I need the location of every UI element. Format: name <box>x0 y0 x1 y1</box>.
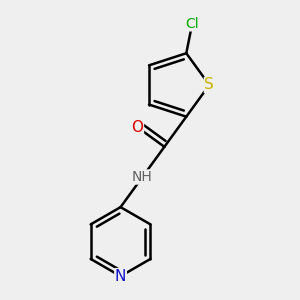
Text: Cl: Cl <box>185 17 199 31</box>
Text: S: S <box>205 77 214 92</box>
Text: N: N <box>115 269 126 284</box>
Text: O: O <box>131 120 143 135</box>
Text: NH: NH <box>132 170 153 184</box>
